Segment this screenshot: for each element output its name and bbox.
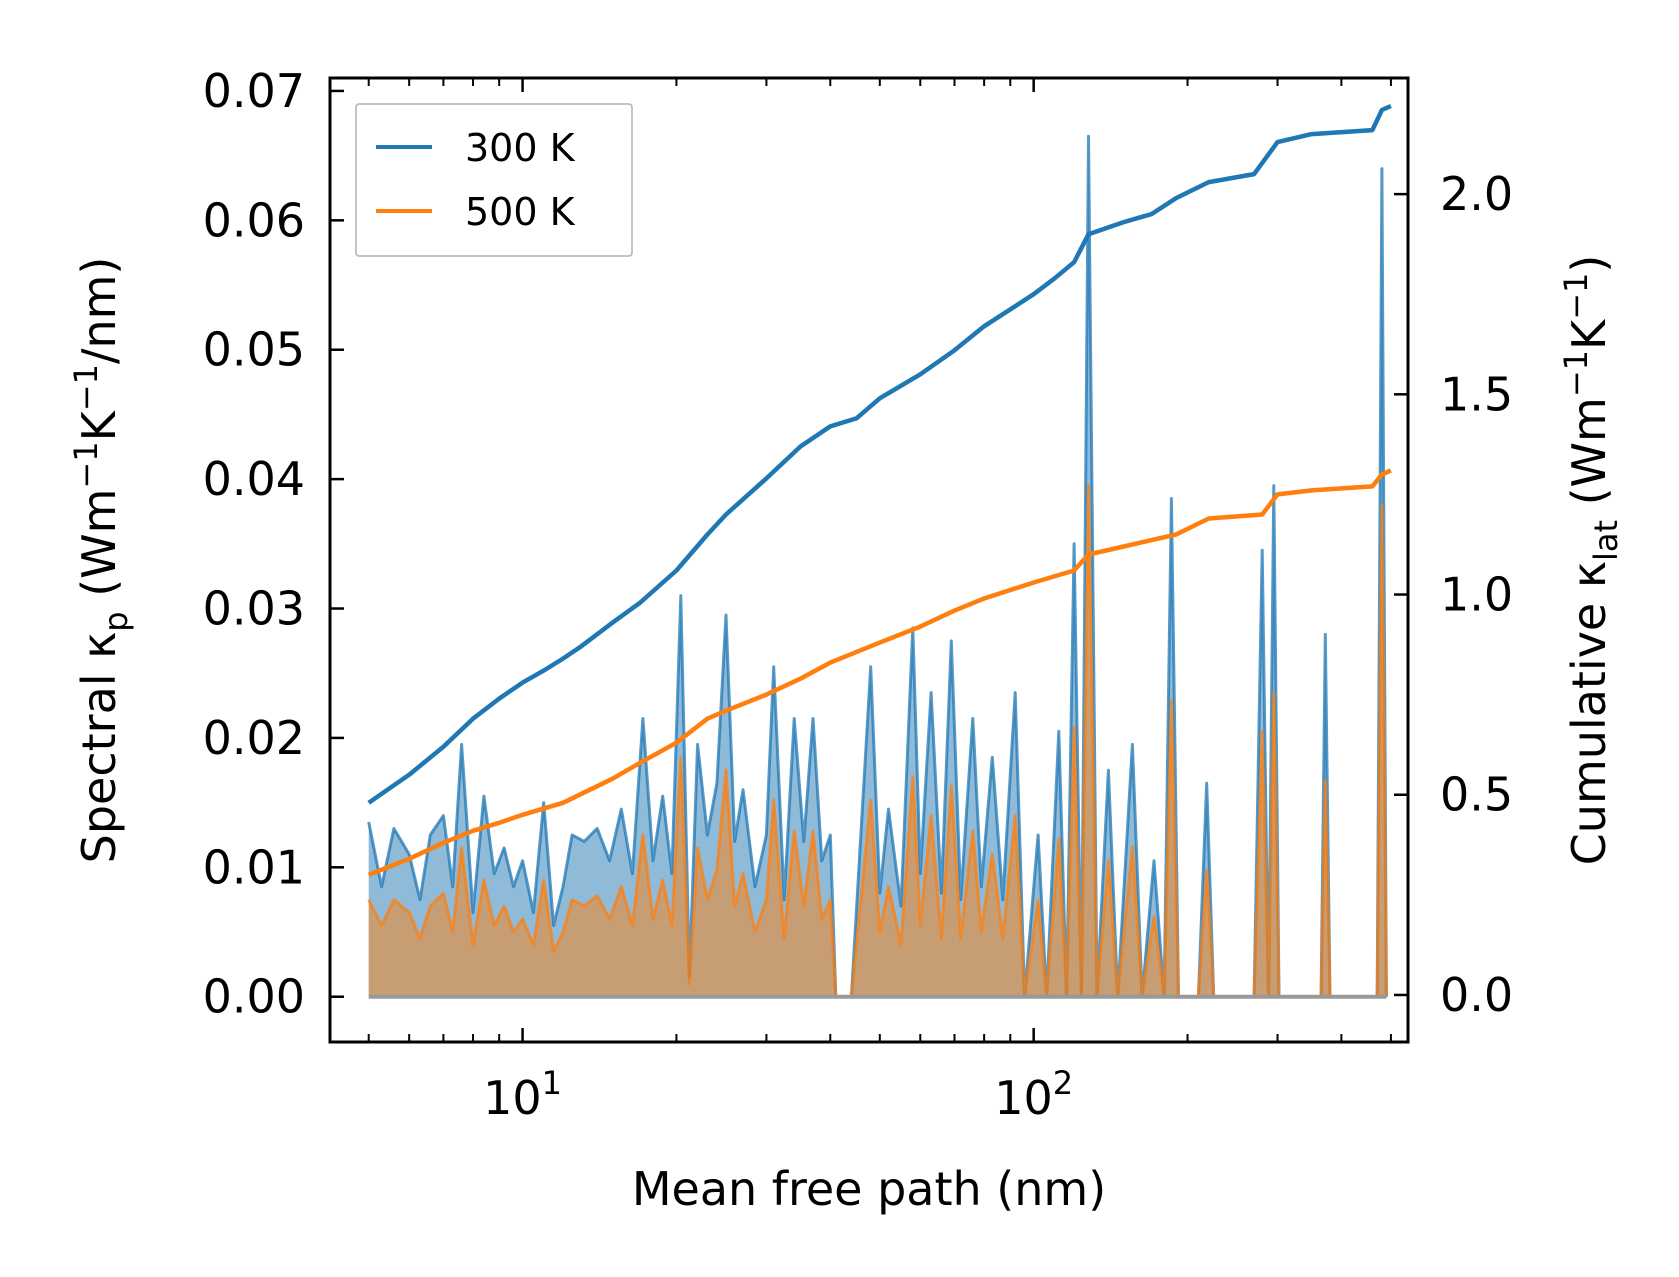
y-left-tick-label: 0.05 — [203, 323, 305, 377]
x-tick-label-base: 10 — [994, 1071, 1053, 1125]
y-left-tick-label: 0.06 — [203, 193, 305, 247]
spectral-line-500k — [367, 484, 1388, 999]
y-right-label-k: K — [1562, 318, 1616, 350]
cumulative-line-500k — [367, 468, 1392, 877]
spectral-line-300k — [367, 134, 1388, 999]
legend-label-500k: 500 K — [465, 190, 576, 234]
y-left-tick-label: 0.02 — [203, 711, 305, 765]
y-left-label-sup2: −1 — [67, 364, 105, 411]
legend-label-300k: 300 K — [465, 126, 576, 170]
spectral-area-300k — [368, 136, 1387, 997]
y-left-label-sup1: −1 — [67, 441, 105, 488]
cumulative-line-layer — [367, 103, 1392, 877]
spectral-line-layer — [367, 134, 1388, 999]
x-tick-label: 102 — [994, 1064, 1073, 1125]
y-left-tick-label: 0.00 — [203, 970, 305, 1024]
y-left-tick-label: 0.07 — [203, 64, 305, 118]
tick-layer — [330, 78, 1408, 1042]
y-left-tick-label: 0.04 — [203, 452, 305, 506]
y-right-label-unit-close: ) — [1562, 255, 1616, 273]
x-axis-label: Mean free path (nm) — [632, 1162, 1106, 1216]
legend: 300 K 500 K — [355, 103, 633, 257]
y-right-label-unit-open: (Wm — [1562, 397, 1616, 520]
y-right-label-main: Cumulative κ — [1562, 561, 1616, 865]
y-left-tick-label: 0.01 — [203, 840, 305, 894]
y-right-tick-label: 0.5 — [1440, 768, 1513, 822]
y-left-label-unit-close: /nm) — [72, 257, 126, 364]
tick-label-layer: 101 1020.000.010.020.030.040.050.060.070.… — [203, 64, 1514, 1125]
legend-box — [355, 103, 633, 257]
y-left-label-k: K — [72, 409, 126, 441]
x-tick-label-base: 10 — [483, 1071, 542, 1125]
spectral-fill-layer — [368, 136, 1387, 997]
y-right-label-sup1: −1 — [1557, 350, 1595, 397]
x-tick-label-exponent: 1 — [542, 1064, 562, 1102]
y-right-tick-label: 1.0 — [1440, 568, 1513, 622]
y-right-label-sub: lat — [1587, 520, 1625, 561]
cumulative-line-300k — [367, 103, 1392, 805]
spectral-area-500k — [368, 485, 1387, 997]
plot-frame — [328, 76, 1410, 1044]
y-left-label-sub: p — [97, 611, 135, 631]
y-left-axis-label: Spectral κp (Wm−1K−1/nm) — [67, 257, 135, 864]
y-right-tick-label: 0.0 — [1440, 968, 1513, 1022]
y-left-label-unit-open: (Wm — [72, 489, 126, 612]
y-left-tick-label: 0.03 — [203, 582, 305, 636]
y-left-label-main: Spectral κ — [72, 632, 126, 864]
y-right-tick-label: 2.0 — [1440, 167, 1513, 221]
x-tick-label-exponent: 2 — [1053, 1064, 1073, 1102]
x-tick-label: 101 — [483, 1064, 562, 1125]
y-right-tick-label: 1.5 — [1440, 367, 1513, 421]
y-right-label-sup2: −1 — [1557, 273, 1595, 320]
y-right-axis-label: Cumulative κlat (Wm−1K−1) — [1557, 255, 1625, 866]
